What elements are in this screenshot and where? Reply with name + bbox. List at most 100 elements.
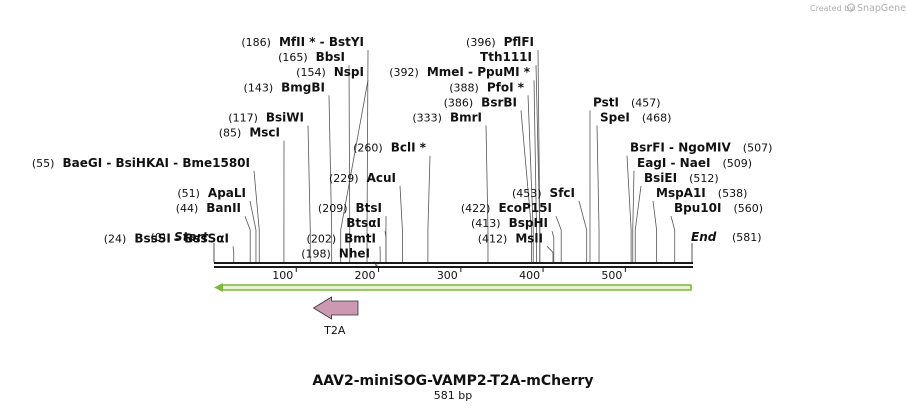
site-position: (55) <box>32 157 55 170</box>
site-name[interactable]: AcuI <box>367 171 396 185</box>
site-position: (117) <box>228 112 258 125</box>
feature-label: T2A <box>323 324 346 337</box>
site-position: (507) <box>743 142 773 155</box>
site-connector <box>340 80 369 262</box>
site-name[interactable]: NspI <box>334 65 364 79</box>
site-connector <box>551 231 555 262</box>
scale-ticks: 100 200 300 400 500 <box>272 268 626 282</box>
backbone-bottom-strand <box>214 266 693 268</box>
site-name[interactable]: MslI <box>515 231 543 245</box>
site-position: (260) <box>353 142 383 155</box>
site-connector <box>384 231 387 262</box>
site-position: (538) <box>718 187 748 200</box>
site-connector <box>307 125 311 262</box>
site-connector <box>244 215 251 262</box>
site-name[interactable]: MfII * - BstYI <box>279 35 364 49</box>
site-name[interactable]: BspHI <box>509 216 548 230</box>
site-name[interactable]: BclI * <box>391 141 427 155</box>
site-name[interactable]: BssSI - BssSαI <box>134 231 229 245</box>
site-name[interactable]: PfoI * <box>487 80 525 94</box>
credit-brand: SnapGene <box>857 3 906 14</box>
sequence-ends: (0) Start End (581) <box>150 230 762 262</box>
scale-tick-label: 500 <box>601 269 622 282</box>
site-name[interactable]: MmeI - PpuMI * <box>427 65 531 79</box>
start-label: Start <box>174 230 209 244</box>
features: T2A <box>312 296 359 337</box>
site-connector <box>232 246 235 262</box>
site-name[interactable]: BmtI <box>344 231 376 245</box>
site-position: (457) <box>631 96 661 109</box>
end-position: (581) <box>732 231 762 244</box>
site-name[interactable]: BmrI <box>450 111 482 125</box>
site-name[interactable]: BsrFI - NgoMIV <box>630 141 731 155</box>
site-connector <box>596 125 600 262</box>
feature-arrow-icon[interactable] <box>312 296 359 320</box>
site-position: (24) <box>104 232 127 245</box>
site-position: (560) <box>733 202 763 215</box>
site-connector <box>366 49 369 262</box>
site-position: (186) <box>241 36 271 49</box>
site-name[interactable]: BbsI <box>316 50 345 64</box>
site-name[interactable]: BaeGI - BsiHKAI - Bme1580I <box>62 156 250 170</box>
site-name[interactable]: MspA1I <box>656 186 706 200</box>
site-name[interactable]: Bpu10I <box>674 201 721 215</box>
site-connector <box>328 95 333 262</box>
site-position: (412) <box>478 232 508 245</box>
site-name[interactable]: EcoP15I <box>498 201 552 215</box>
site-name[interactable]: Tth111I <box>480 50 532 64</box>
site-name[interactable]: SfcI <box>550 186 575 200</box>
site-name[interactable]: BmgBI <box>281 80 325 94</box>
site-connector <box>427 155 431 262</box>
site-name[interactable]: BtsαI <box>346 216 381 230</box>
scale-tick-label: 100 <box>272 269 293 282</box>
site-name[interactable]: SpeI <box>600 111 630 125</box>
site-name[interactable]: BsiWI <box>266 111 304 125</box>
site-name[interactable]: ApaLI <box>208 186 246 200</box>
restriction-sites: MfII * - BstYI (186) BbsI (165) NspI (154)Bmg… <box>32 35 773 260</box>
site-name[interactable]: BtsI <box>356 201 383 215</box>
orf-arrow[interactable] <box>214 283 692 292</box>
site-name[interactable]: BsrBI <box>481 95 517 109</box>
credit-prefix: Created by <box>810 4 854 13</box>
start-position: (0) <box>150 231 166 244</box>
site-connector <box>399 185 403 262</box>
site-position: (392) <box>389 66 419 79</box>
site-position: (44) <box>176 202 199 215</box>
end-label: End <box>691 230 717 244</box>
sequence-backbone <box>214 262 693 268</box>
site-position: (154) <box>296 66 326 79</box>
site-position: (143) <box>244 81 274 94</box>
site-position: (388) <box>449 81 479 94</box>
orf-arrow-head-icon <box>214 283 223 292</box>
snapgene-credit: Created by SnapGene <box>810 3 906 14</box>
site-position: (198) <box>301 247 331 260</box>
site-connector <box>533 80 537 262</box>
site-connector <box>520 110 532 262</box>
site-connector <box>555 215 562 262</box>
site-connector <box>535 65 541 262</box>
site-connector <box>626 155 632 262</box>
orf-arrow-body <box>220 284 692 291</box>
site-position: (209) <box>318 202 348 215</box>
scale-tick-label: 300 <box>437 269 458 282</box>
site-position: (413) <box>471 217 501 230</box>
site-connector <box>348 65 351 262</box>
backbone-top-strand <box>214 262 693 264</box>
sequence-name: AAV2-miniSOG-VAMP2-T2A-mCherry <box>312 373 593 389</box>
site-connector <box>632 170 635 262</box>
site-connector <box>634 185 642 262</box>
site-name[interactable]: PstI <box>593 95 619 109</box>
site-connector <box>578 200 588 262</box>
site-name[interactable]: NheI <box>339 246 370 260</box>
site-name[interactable]: BanII <box>206 201 241 215</box>
site-name[interactable]: BsiEI <box>644 171 677 185</box>
site-connectors <box>232 49 676 268</box>
site-position: (333) <box>412 112 442 125</box>
site-connector <box>546 246 554 262</box>
site-name[interactable]: MscI <box>249 126 280 140</box>
site-name[interactable]: EagI - NaeI <box>637 156 710 170</box>
site-name[interactable]: PflFI <box>504 35 534 49</box>
site-connector <box>670 215 676 262</box>
site-position: (396) <box>466 36 496 49</box>
